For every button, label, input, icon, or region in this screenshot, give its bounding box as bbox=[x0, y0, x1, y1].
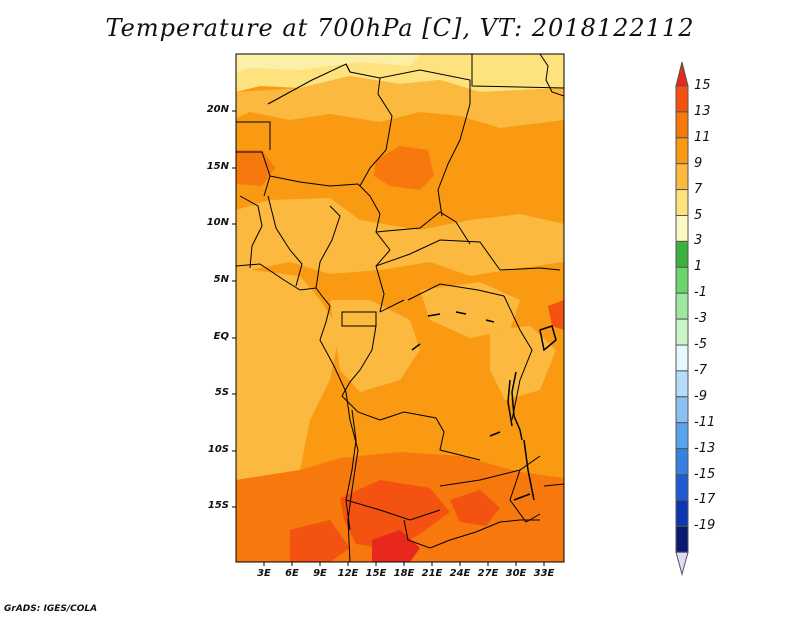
colorbar-label: 5 bbox=[694, 207, 703, 223]
y-label-5n: 5N bbox=[213, 274, 229, 285]
x-label-33e: 33E bbox=[533, 568, 555, 579]
colorbar-swatch bbox=[675, 137, 689, 165]
colorbar-label: 15 bbox=[694, 78, 711, 93]
colorbar-top-arrow bbox=[675, 61, 689, 87]
x-label-21e: 21E bbox=[421, 568, 443, 579]
x-label-24e: 24E bbox=[449, 568, 471, 579]
colorbar-label: 13 bbox=[694, 103, 711, 119]
colorbar-swatch bbox=[675, 318, 689, 346]
colorbar-swatch bbox=[675, 111, 689, 139]
colorbar-bottom-arrow bbox=[675, 551, 689, 577]
colorbar-label: -9 bbox=[694, 388, 707, 404]
colorbar-label: -3 bbox=[694, 311, 707, 327]
colorbar-swatch bbox=[675, 499, 689, 527]
x-label-27e: 27E bbox=[477, 568, 499, 579]
colorbar-swatch bbox=[675, 525, 689, 553]
colorbar bbox=[675, 61, 689, 577]
x-label-18e: 18E bbox=[393, 568, 415, 579]
y-label-15n: 15N bbox=[206, 161, 229, 172]
x-label-3e: 3E bbox=[257, 568, 271, 579]
y-label-15s: 15S bbox=[207, 500, 229, 511]
colorbar-label: -11 bbox=[694, 414, 716, 430]
colorbar-swatch bbox=[675, 344, 689, 372]
colorbar-label: -7 bbox=[694, 362, 707, 378]
x-label-6e: 6E bbox=[285, 568, 299, 579]
colorbar-label: -19 bbox=[694, 518, 716, 534]
colorbar-swatch bbox=[675, 370, 689, 398]
colorbar-label: 9 bbox=[694, 155, 703, 171]
colorbar-label: 1 bbox=[694, 259, 703, 275]
colorbar-label: -1 bbox=[694, 285, 707, 301]
colorbar-swatch bbox=[675, 266, 689, 294]
colorbar-swatch bbox=[675, 396, 689, 424]
colorbar-swatch bbox=[675, 189, 689, 217]
colorbar-swatch bbox=[675, 474, 689, 501]
colorbar-label: -17 bbox=[694, 492, 716, 508]
x-label-9e: 9E bbox=[313, 568, 327, 579]
axis-ticks bbox=[232, 110, 545, 566]
x-label-15e: 15E bbox=[365, 568, 387, 579]
colorbar-label: -13 bbox=[694, 440, 716, 456]
colorbar-label: -15 bbox=[694, 466, 716, 482]
colorbar-label: -5 bbox=[694, 337, 707, 352]
y-label-10s: 10S bbox=[207, 444, 229, 455]
colorbar-swatch bbox=[675, 85, 689, 113]
credit-text: GrADS: IGES/COLA bbox=[4, 604, 98, 614]
colorbar-swatch bbox=[675, 163, 689, 191]
colorbar-label: 11 bbox=[694, 129, 711, 145]
y-label-5s: 5S bbox=[214, 387, 229, 398]
x-label-30e: 30E bbox=[505, 568, 527, 579]
colorbar-swatch bbox=[675, 448, 689, 476]
colorbar-swatch bbox=[675, 215, 689, 242]
y-label-20n: 20N bbox=[206, 104, 229, 115]
colorbar-swatch bbox=[675, 240, 689, 268]
coastline bbox=[236, 54, 564, 562]
lakes bbox=[411, 311, 557, 501]
y-label-10n: 10N bbox=[206, 217, 229, 228]
y-label-eq: EQ bbox=[213, 331, 229, 342]
x-label-12e: 12E bbox=[337, 568, 359, 579]
chart-title: Temperature at 700hPa [C], VT: 201812211… bbox=[105, 14, 695, 42]
colorbar-swatch bbox=[675, 422, 689, 450]
map-frame bbox=[235, 53, 565, 563]
colorbar-label: 7 bbox=[694, 181, 703, 197]
colorbar-label: 3 bbox=[694, 233, 703, 249]
colorbar-swatch bbox=[675, 292, 689, 320]
